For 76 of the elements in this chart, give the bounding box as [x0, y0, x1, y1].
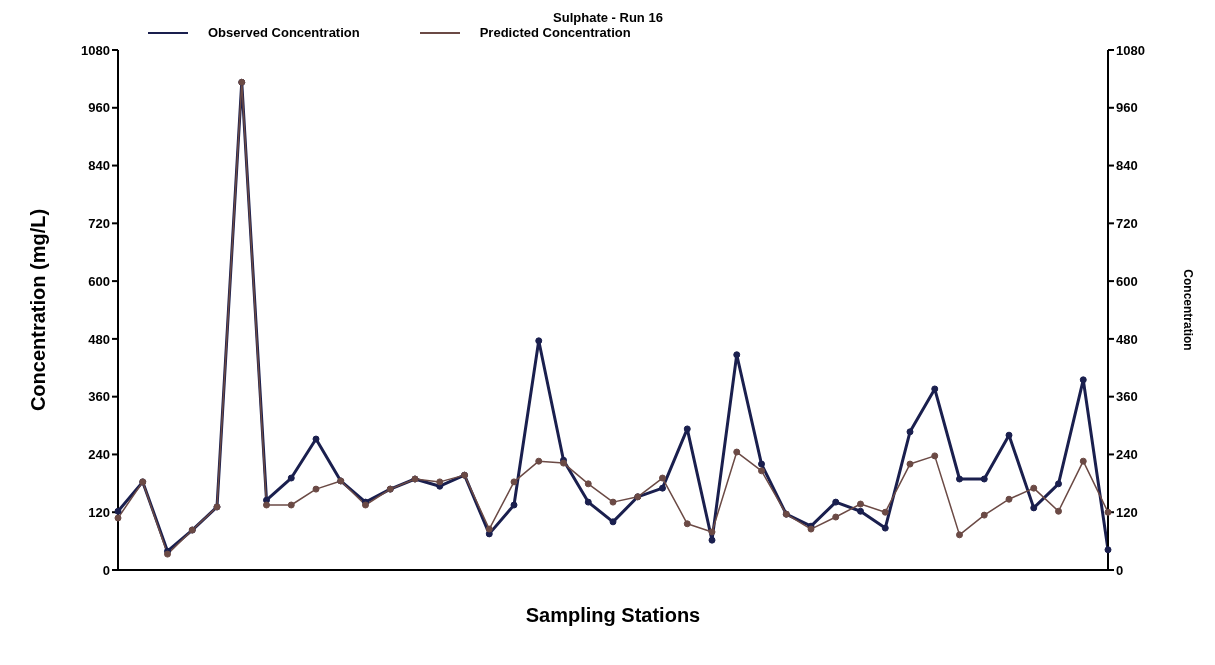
point: [906, 428, 914, 436]
point: [584, 480, 592, 488]
legend-label: Predicted Concentration: [479, 25, 631, 40]
y2-tick-label: 840: [1116, 158, 1138, 174]
point: [881, 524, 889, 532]
point: [584, 498, 592, 506]
point: [659, 484, 666, 492]
legend-label: Observed Concentration: [208, 25, 360, 40]
point: [535, 337, 543, 345]
point: [931, 452, 939, 460]
point: [287, 501, 295, 509]
point: [683, 425, 691, 433]
point: [1079, 457, 1087, 465]
x-axis-title: Sampling Stations: [525, 604, 701, 626]
point: [931, 385, 939, 393]
point: [1030, 484, 1038, 492]
point: [510, 501, 518, 509]
chart-title: Sulphate - Run 16: [552, 10, 664, 25]
point: [609, 498, 617, 506]
point: [1030, 504, 1038, 512]
point: [436, 478, 444, 486]
point: [881, 508, 889, 516]
point: [758, 467, 765, 475]
y-tick-label: 240: [88, 447, 110, 463]
point: [708, 536, 716, 544]
point: [287, 474, 295, 482]
y-tick-label: 1080: [81, 42, 110, 58]
y2-tick-label: 480: [1116, 331, 1138, 347]
point: [708, 528, 716, 536]
point: [857, 500, 864, 508]
y-tick-label: 480: [88, 331, 110, 347]
point: [114, 514, 122, 522]
point: [956, 531, 963, 539]
y2-tick-label: 240: [1116, 447, 1138, 463]
y-tick-label: 840: [88, 158, 110, 174]
point: [263, 501, 270, 509]
y2-tick-label: 600: [1116, 273, 1138, 289]
point: [114, 507, 122, 515]
point: [733, 448, 741, 456]
y2-tick-label: 720: [1116, 215, 1138, 231]
point: [312, 435, 320, 443]
point: [1104, 546, 1112, 554]
point: [609, 518, 617, 526]
y2-tick-label: 360: [1116, 389, 1138, 405]
point: [659, 474, 666, 482]
y2-tick-label: 960: [1116, 100, 1138, 116]
y2-tick-label: 1080: [1116, 42, 1145, 58]
y-tick-label: 120: [88, 504, 110, 520]
point: [980, 511, 988, 519]
point: [1079, 376, 1087, 384]
point: [1055, 480, 1062, 488]
point: [510, 478, 518, 486]
point: [758, 460, 765, 468]
y-tick-label: 360: [88, 389, 110, 405]
point: [1005, 431, 1013, 439]
point: [733, 351, 741, 359]
point: [683, 520, 691, 528]
y2-tick-label: 0: [1116, 562, 1124, 578]
y2-tick-label: 120: [1116, 504, 1138, 520]
y-tick-label: 0: [102, 562, 110, 578]
point: [1005, 495, 1013, 503]
point: [1055, 507, 1062, 515]
point: [857, 507, 864, 515]
point: [485, 525, 493, 533]
y-tick-label: 720: [88, 215, 110, 231]
y-axis-title: Concentration (mg/L): [27, 208, 50, 412]
point: [535, 457, 543, 465]
point: [906, 460, 914, 468]
point: [832, 498, 840, 506]
point: [956, 475, 963, 483]
point: [832, 513, 840, 521]
y-tick-label: 600: [88, 273, 110, 289]
point: [980, 475, 988, 483]
y-tick-label: 960: [88, 100, 110, 116]
y2-axis-title: Concentration: [1180, 269, 1195, 351]
point: [312, 485, 320, 493]
